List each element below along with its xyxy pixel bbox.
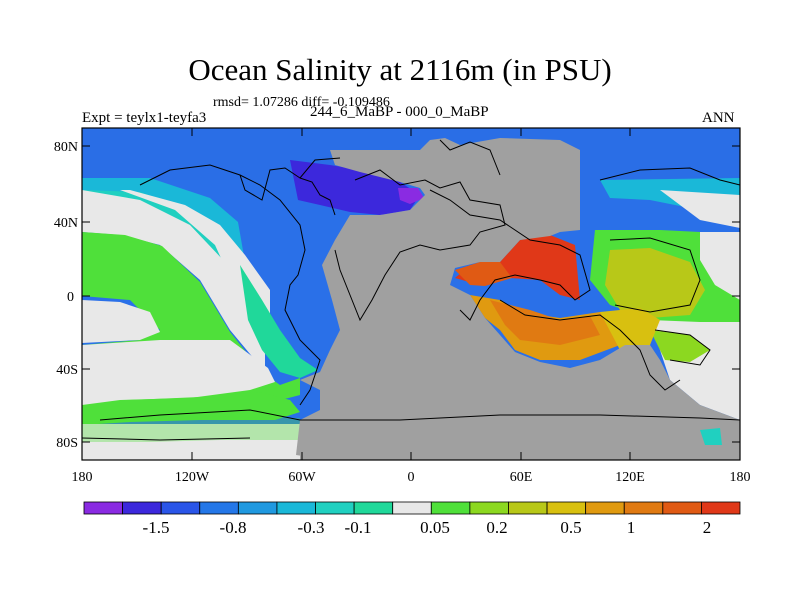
colorbar-label: -0.8 [220, 518, 247, 537]
ocean-southeast-teal [700, 428, 722, 445]
land-southern-fragment [296, 420, 330, 460]
y-tick-label: 80N [54, 140, 78, 155]
ocean-pacific-neutral-north [82, 190, 270, 345]
y-tick-label: 0 [67, 290, 74, 305]
colorbar-swatch [585, 501, 625, 515]
x-tick-label: 60E [510, 470, 533, 485]
colorbar-label: -0.1 [345, 518, 372, 537]
y-tick-label: 40S [56, 363, 78, 378]
x-tick-label: 180 [730, 470, 751, 485]
ocean-west-pacific-lime [605, 248, 705, 318]
ocean-south-cyan [82, 416, 300, 442]
colorbar-swatch [392, 501, 432, 515]
colorbar-swatch [199, 501, 239, 515]
colorbar-swatch [430, 501, 471, 515]
colorbar-swatch [508, 501, 548, 515]
colorbar-swatch [546, 501, 587, 515]
y-tick-label: 80S [56, 436, 78, 451]
ocean-tethys-orange-band [455, 262, 512, 286]
map-title: Ocean Salinity at 2116m (in PSU) [188, 52, 612, 87]
ocean-tethys-orange-inner [490, 300, 600, 345]
colorbar-label: -1.5 [143, 518, 170, 537]
colorbar-swatch [353, 501, 394, 515]
period-label: 244_6_MaBP - 000_0_MaBP [310, 104, 489, 120]
x-tick-label: 60W [288, 470, 316, 485]
colorbar [83, 501, 741, 515]
colorbar-swatch [160, 501, 201, 515]
x-tick-label: 0 [408, 470, 415, 485]
land-pangaea [300, 138, 740, 460]
colorbar-swatch [701, 501, 741, 515]
ocean-southwest-pacific-green [650, 330, 710, 362]
colorbar-swatch [315, 501, 355, 515]
colorbar-label: 1 [627, 518, 636, 537]
map-frame [81, 127, 741, 461]
ocean-arctic-east-neutral [660, 190, 740, 228]
colorbar-labels: -1.5 -0.8 -0.3 -0.1 0.05 0.2 0.5 1 2 [143, 518, 712, 537]
x-tick-label: 120W [175, 470, 210, 485]
colorbar-swatch [122, 501, 162, 515]
map-ticks [82, 128, 740, 460]
colorbar-swatch [469, 501, 509, 515]
ocean-tethys-yellow [600, 308, 660, 350]
ocean-tethys-red [455, 235, 580, 300]
ocean-west-pacific-neutral [700, 232, 740, 300]
experiment-label: Expt = teylx1-teyfa3 [82, 110, 207, 126]
ocean-north-pacific-cyan [82, 178, 245, 300]
x-tick-label: 120E [615, 470, 645, 485]
colorbar-label: 0.5 [560, 518, 581, 537]
y-axis-labels: 80N 40N 0 40S 80S [54, 140, 78, 451]
colorbar-swatch [237, 501, 278, 515]
colorbar-label: -0.3 [298, 518, 325, 537]
colorbar-label: 0.05 [420, 518, 450, 537]
ocean-atlantic-purple [398, 188, 424, 204]
colorbar-swatch [276, 501, 316, 515]
ocean-pacific-neutral-south [82, 300, 160, 343]
coastlines [81, 139, 741, 441]
season-label: ANN [702, 110, 735, 126]
y-tick-label: 40N [54, 216, 78, 231]
x-axis-labels: 180 120W 60W 0 60E 120E 180 [72, 470, 751, 485]
ocean-atlantic-dark-blue [290, 160, 420, 215]
ocean-pacific-neutral-sw [82, 340, 275, 405]
x-tick-label: 180 [72, 470, 93, 485]
colorbar-label: 2 [703, 518, 712, 537]
colorbar-swatch [662, 501, 702, 515]
ocean-pacific-neutral-west [82, 190, 265, 372]
colorbar-label: 0.2 [486, 518, 507, 537]
map-panel [81, 127, 741, 461]
stats-line: rmsd= 1.07286 diff= -0.109486 [213, 95, 390, 110]
ocean-coastal-cyan [240, 265, 318, 378]
colorbar-swatch [83, 501, 123, 515]
colorbar-swatch [623, 501, 664, 515]
